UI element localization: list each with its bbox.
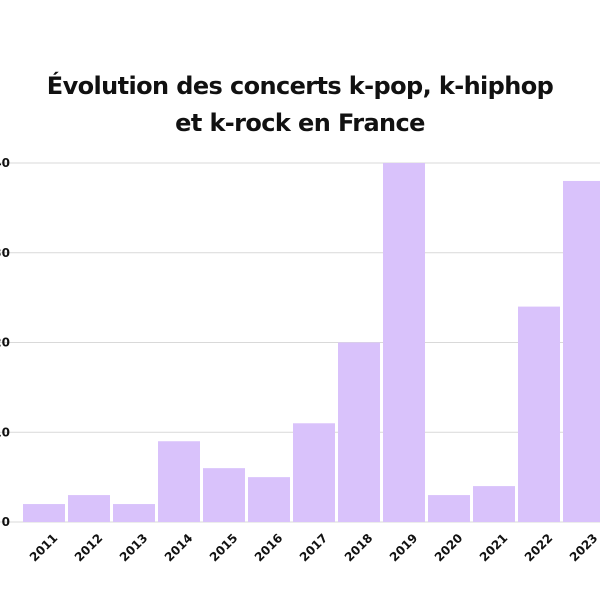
bar	[563, 180, 600, 522]
x-tick-label: 2020	[432, 531, 466, 565]
bar	[23, 504, 65, 522]
bar	[338, 342, 380, 522]
x-tick-label: 2014	[162, 531, 196, 565]
chart-title: Évolution des concerts k-pop, k-hiphop e…	[0, 68, 600, 142]
x-tick-label: 2012	[72, 531, 106, 565]
bar	[428, 495, 470, 522]
x-tick-label: 2016	[252, 531, 286, 565]
y-tick-label: 20	[0, 336, 10, 350]
x-tick-label: 2013	[117, 531, 151, 565]
chart-title-line-2: et k-rock en France	[175, 109, 425, 137]
bar	[68, 495, 110, 522]
x-tick-label: 2015	[207, 531, 241, 565]
bar	[158, 441, 200, 522]
x-tick-label: 2019	[387, 531, 421, 565]
bars	[23, 163, 600, 522]
y-tick-label: 40	[0, 156, 10, 170]
y-tick-label: 30	[0, 246, 10, 260]
chart-title-line-1: Évolution des concerts k-pop, k-hiphop	[46, 72, 554, 100]
bar	[383, 163, 425, 522]
bar	[293, 423, 335, 522]
bar	[473, 486, 515, 522]
y-axis-labels: 0 10 20 30 40	[0, 156, 10, 529]
x-tick-label: 2023	[567, 531, 600, 565]
x-axis-labels: 2011 2012 2013 2014 2015 2016 2017 2018 2019 2020…	[27, 531, 600, 565]
bar	[518, 306, 560, 522]
x-tick-label: 2017	[297, 531, 331, 565]
y-tick-label: 0	[2, 515, 10, 529]
bar	[248, 477, 290, 522]
x-tick-label: 2022	[522, 531, 556, 565]
x-tick-label: 2011	[27, 531, 61, 565]
x-tick-label: 2018	[342, 531, 376, 565]
bar	[113, 504, 155, 522]
y-tick-label: 10	[0, 425, 10, 439]
bar	[203, 468, 245, 522]
x-tick-label: 2021	[477, 531, 511, 565]
